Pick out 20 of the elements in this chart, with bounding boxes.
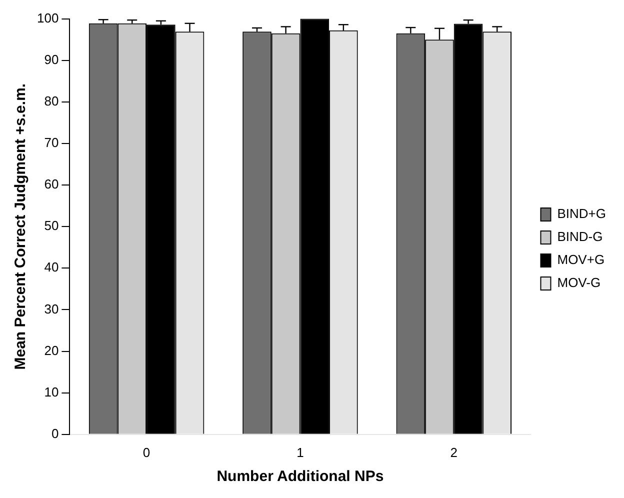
y-tick-label: 10 <box>44 384 59 400</box>
x-tick-label: 0 <box>142 444 150 460</box>
legend-label: MOV+G <box>557 252 605 268</box>
legend-label: BIND-G <box>557 229 603 244</box>
y-tick-label: 70 <box>44 135 59 150</box>
x-tick-label: 2 <box>450 444 458 460</box>
y-axis-title: Mean Percent Correct Judgment +s.e.m. <box>12 83 30 370</box>
y-tick-label: 50 <box>44 218 59 234</box>
legend-label: BIND+G <box>557 206 606 222</box>
y-tick-label: 80 <box>44 94 59 108</box>
y-tick-label: 100 <box>36 10 59 26</box>
y-tick-label: 60 <box>44 176 59 192</box>
x-tick-label: 1 <box>296 444 304 460</box>
y-tick-label: 30 <box>44 301 59 316</box>
y-tick-label: 0 <box>51 426 59 441</box>
legend-label: MOV-G <box>557 275 601 290</box>
x-axis-title: Number Additional NPs <box>216 468 384 486</box>
y-tick-label: 90 <box>44 52 59 67</box>
y-tick-label: 20 <box>44 342 59 358</box>
y-tick-label: 40 <box>44 260 59 275</box>
